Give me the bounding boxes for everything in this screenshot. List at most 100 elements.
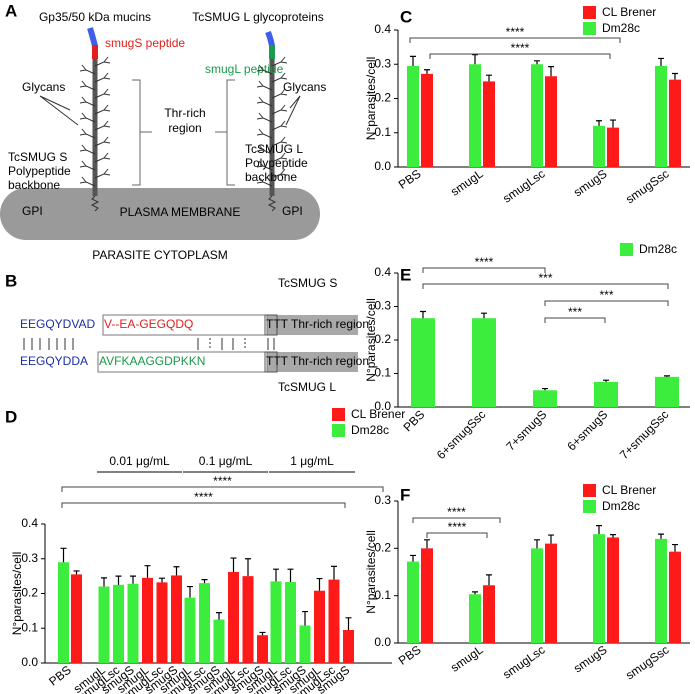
y-tick-label: 0.3	[374, 56, 391, 70]
y-tick-label: 0.1	[374, 125, 391, 139]
backbone-label: backbone	[245, 170, 297, 184]
y-tick-label: 0.1	[21, 620, 38, 634]
error-bar	[216, 612, 222, 620]
dose-label: 0.1 μg/mL	[199, 454, 253, 468]
glycan	[271, 152, 288, 163]
x-tick-label: smugL	[448, 642, 486, 674]
y-tick-label: 0.4	[21, 516, 38, 530]
glycan	[79, 128, 96, 139]
error-bar	[230, 557, 237, 572]
error-bar	[259, 631, 266, 636]
region-label: region	[168, 121, 201, 135]
bar	[242, 576, 254, 663]
y-tick-label: 0.0	[374, 635, 391, 649]
error-bar	[331, 565, 337, 580]
y-tick-label: 0.2	[374, 91, 391, 105]
legend-label: CL Brener	[351, 407, 405, 421]
glycan	[79, 96, 96, 107]
y-tick-label: 0.1	[374, 588, 391, 602]
bar	[411, 318, 435, 407]
pointer	[39, 95, 301, 126]
significance-label: ****	[448, 520, 467, 534]
bar	[469, 594, 481, 643]
y-axis-label: N°parasites/cell	[364, 57, 378, 141]
error-bar	[345, 617, 352, 630]
error-bar	[658, 57, 664, 66]
bar	[171, 575, 182, 663]
error-bar	[596, 120, 602, 126]
legend-swatch	[583, 6, 596, 19]
x-tick-label: 6+smugSsc	[434, 407, 488, 461]
bar	[421, 73, 433, 167]
error-bar	[424, 539, 430, 549]
significance-label: ****	[213, 474, 232, 488]
thr-sequence: TTT	[266, 317, 289, 331]
cytoplasm-label: PARASITE CYTOPLASM	[92, 248, 228, 262]
glycan	[94, 72, 111, 83]
significance-label: ****	[447, 505, 466, 519]
bar	[343, 629, 354, 663]
bar	[156, 582, 168, 663]
glycan	[79, 176, 96, 187]
glycan	[94, 120, 111, 131]
legend-label: Dm28c	[602, 499, 640, 513]
bar	[299, 625, 311, 663]
error-bar	[534, 539, 540, 549]
bar	[655, 538, 667, 643]
backbone-label: TcSMUG S	[8, 150, 67, 164]
glycans	[79, 56, 288, 187]
y-tick-label: 0.2	[374, 332, 391, 346]
bar	[607, 537, 619, 643]
significance-bracket	[429, 53, 611, 59]
bar	[533, 390, 557, 407]
dose-label: 0.01 μg/mL	[109, 454, 170, 468]
significance-bracket	[544, 300, 669, 306]
bar	[594, 381, 618, 407]
glycan	[79, 144, 96, 155]
error-bar	[144, 565, 151, 578]
glycan	[271, 120, 288, 131]
legend-swatch	[583, 484, 596, 497]
error-bar	[424, 69, 430, 74]
x-tick-label: smugSsc	[623, 643, 671, 683]
y-tick-label: 0.4	[374, 22, 391, 36]
error-bar	[672, 543, 678, 552]
x-tick-label: smugLsc	[500, 167, 547, 206]
peptide-sequence: AVFKAAGGDPKKN	[99, 354, 205, 368]
bar	[545, 76, 557, 167]
significance-bracket	[409, 37, 621, 43]
region-label: Thr-rich region	[291, 354, 369, 368]
thr-box	[264, 314, 278, 336]
error-bar	[115, 575, 122, 585]
y-axis-label: N°parasites/cell	[364, 530, 378, 614]
error-bar	[410, 554, 416, 562]
glycan	[271, 88, 288, 99]
bar	[228, 571, 239, 663]
membrane	[0, 188, 320, 240]
molecule-title: TcSMUG L glycoproteins	[192, 10, 324, 24]
glycan	[79, 112, 96, 123]
gpi-anchor	[90, 195, 277, 212]
significance-bracket	[422, 267, 546, 273]
legend-label: Dm28c	[351, 423, 389, 437]
x-tick-label: 7+smugS	[503, 407, 549, 453]
sequence-name: TcSMUG L	[278, 380, 336, 394]
legend-swatch	[620, 243, 633, 256]
sequence-name: TcSMUG S	[278, 276, 337, 290]
x-tick-label: smugS	[571, 643, 610, 676]
glycan	[79, 64, 96, 75]
significance-bracket	[426, 532, 488, 538]
bar	[113, 584, 124, 663]
bar	[314, 590, 325, 663]
error-bar	[664, 375, 670, 377]
significance-bracket	[61, 486, 384, 492]
x-tick-label: PBS	[396, 643, 424, 668]
error-bar	[410, 55, 416, 66]
peptide-box	[97, 351, 268, 373]
thr-box	[264, 351, 278, 373]
glycan	[94, 168, 111, 179]
x-tick-label: smugL	[448, 166, 486, 198]
y-tick-label: 0.3	[374, 299, 391, 313]
error-bar	[173, 566, 180, 576]
